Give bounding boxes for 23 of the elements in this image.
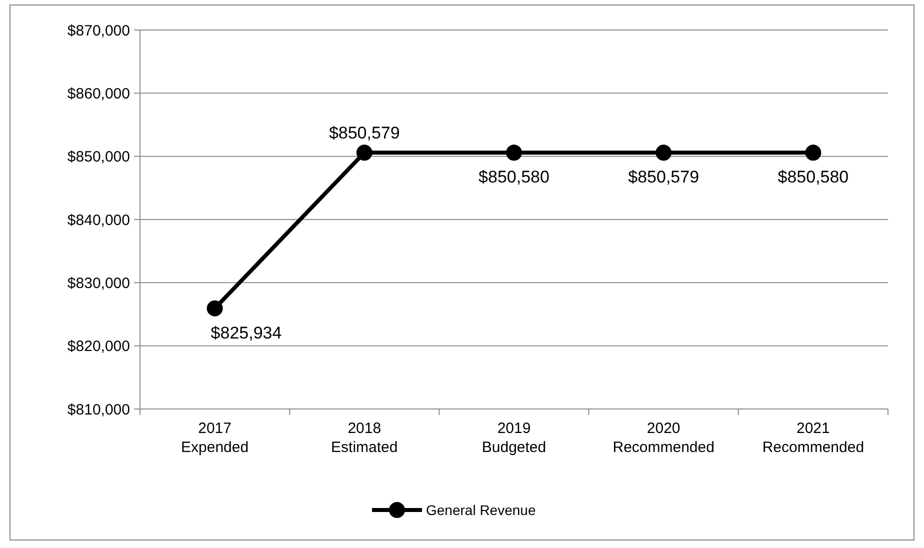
point [656, 144, 672, 161]
y-tick-label: $850,000 [67, 148, 130, 166]
x-tick-label: 2020 Recommended [612, 420, 714, 456]
point [805, 144, 822, 161]
x-tick-label: 2021 Recommended [762, 420, 864, 456]
data-label: $850,580 [478, 168, 550, 187]
data-label: $850,580 [778, 168, 849, 187]
legend-label: General Revenue [426, 502, 536, 518]
data-label: $850,579 [628, 168, 700, 187]
y-tick-label: $840,000 [67, 212, 130, 229]
data-label: $850,579 [328, 124, 400, 143]
x-tick-label: 2018 Estimated [331, 420, 398, 456]
data-label: $825,934 [210, 323, 282, 342]
x-tick-label: 2019 Budgeted [482, 420, 546, 456]
x-tick-label: 2017 Expended [181, 420, 249, 456]
point [206, 300, 223, 316]
y-tick-label: $870,000 [67, 22, 130, 40]
y-tick-label: $810,000 [67, 401, 130, 418]
y-tick-label: $830,000 [67, 274, 130, 292]
point [356, 144, 372, 161]
y-tick-label: $820,000 [67, 338, 130, 356]
y-tick-label: $860,000 [67, 85, 130, 102]
point [506, 144, 522, 161]
